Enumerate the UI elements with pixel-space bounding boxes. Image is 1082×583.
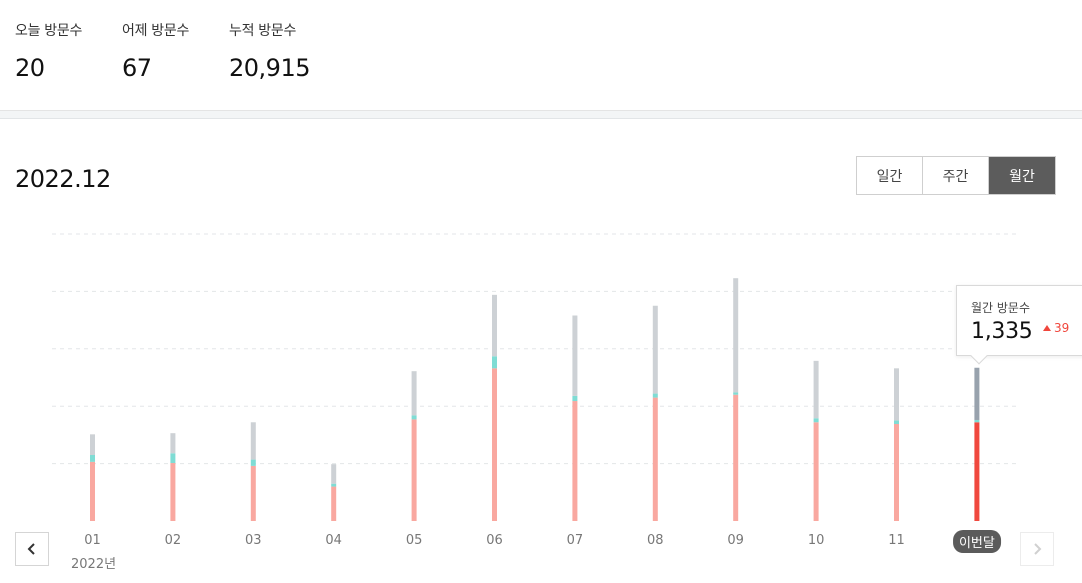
bar-segment-06-s2[interactable] [492, 294, 497, 357]
bar-segment-05-s2[interactable] [411, 371, 417, 416]
today-visits: 오늘 방문수 20 [15, 20, 82, 82]
x-tick-label-04: 04 [325, 533, 342, 548]
bar-segment-07-s2[interactable] [572, 315, 578, 396]
tooltip-delta-value: 39 [1054, 321, 1070, 335]
total-visits-label: 누적 방문수 [229, 23, 297, 39]
bar-segment-08-s2[interactable] [652, 305, 658, 394]
bar-segment-03-s2[interactable] [250, 422, 256, 460]
section-divider [0, 111, 1082, 119]
today-visits-label: 오늘 방문수 [15, 23, 83, 39]
x-tick-label-10: 10 [807, 533, 825, 548]
tooltip-value: 1,335 [971, 319, 1033, 344]
chevron-left-icon [27, 543, 35, 555]
bar-segment-01-s2[interactable] [90, 434, 95, 455]
chevron-right-icon [1034, 543, 1042, 555]
bar-segment-06-s0[interactable] [492, 368, 497, 521]
yesterday-visits-label: 어제 방문수 [122, 23, 190, 39]
bar-segment-04-s2[interactable] [331, 464, 337, 484]
bar-segment-10-s1[interactable] [813, 418, 819, 423]
monthly-visits-tooltip: 월간 방문수 1,335 39 [956, 285, 1082, 365]
bar-segment-09-s1[interactable] [733, 392, 739, 395]
toggle-weekly-button[interactable]: 주간 [923, 157, 989, 194]
bar-segment-이번달-s1[interactable] [974, 419, 980, 423]
yesterday-visits-value: 67 [122, 54, 152, 82]
x-tick-label-01: 01 [84, 533, 101, 548]
bar-segment-08-s1[interactable] [652, 393, 658, 398]
bar-segment-이번달-s2[interactable] [974, 367, 980, 420]
bar-segment-05-s1[interactable] [411, 415, 417, 420]
bar-segment-04-s0[interactable] [331, 486, 337, 521]
next-period-button[interactable] [1020, 532, 1054, 566]
bar-segment-08-s0[interactable] [652, 397, 658, 521]
x-tick-label-current-month[interactable]: 이번달 [952, 530, 1001, 553]
bar-segment-01-s1[interactable] [90, 454, 95, 462]
bar-segment-03-s0[interactable] [250, 465, 256, 521]
period-toggle: 일간 주간 월간 [856, 156, 1056, 195]
tooltip-title: 월간 방문수 [971, 301, 1031, 315]
x-tick-label-02: 02 [164, 533, 182, 548]
x-tick-label-11: 11 [888, 533, 905, 548]
today-visits-value: 20 [15, 54, 45, 82]
bar-segment-04-s1[interactable] [331, 483, 337, 487]
x-tick-label-08: 08 [647, 533, 664, 548]
bar-segment-01-s0[interactable] [90, 461, 95, 521]
bar-segment-10-s0[interactable] [813, 422, 819, 521]
chart-grid [52, 233, 1016, 465]
period-title: 2022.12 [15, 165, 111, 193]
x-axis-year-label: 2022년 [71, 557, 117, 572]
toggle-daily-button[interactable]: 일간 [857, 157, 923, 194]
bar-segment-11-s2[interactable] [894, 368, 899, 421]
bar-segment-02-s1[interactable] [170, 453, 176, 464]
total-visits-value: 20,915 [229, 54, 310, 82]
toggle-monthly-button[interactable]: 월간 [989, 157, 1055, 194]
bar-segment-07-s1[interactable] [572, 395, 578, 402]
previous-period-button[interactable] [15, 532, 49, 566]
visit-stats-panel: 오늘 방문수 20 어제 방문수 67 누적 방문수 20,915 [0, 0, 1082, 111]
x-tick-label-05: 05 [405, 533, 423, 548]
bar-segment-11-s1[interactable] [894, 420, 899, 424]
tooltip-delta: 39 [1043, 321, 1069, 335]
bar-segment-05-s0[interactable] [411, 419, 417, 521]
bar-segment-02-s0[interactable] [170, 463, 176, 521]
x-tick-label-09: 09 [727, 533, 744, 548]
bar-segment-09-s2[interactable] [733, 278, 739, 393]
bar-segment-이번달-s0[interactable] [974, 422, 980, 521]
x-tick-label-03: 03 [245, 533, 262, 548]
bar-segment-07-s0[interactable] [572, 401, 578, 521]
x-tick-label-06: 06 [486, 533, 503, 548]
x-tick-label-07: 07 [566, 533, 584, 548]
bar-segment-02-s2[interactable] [170, 433, 176, 454]
bar-segment-09-s0[interactable] [733, 394, 739, 521]
bar-segment-11-s0[interactable] [894, 423, 899, 521]
bar-segment-03-s1[interactable] [250, 459, 256, 466]
bar-segment-10-s2[interactable] [813, 360, 819, 419]
increase-arrow-icon [1043, 325, 1051, 331]
total-visits: 누적 방문수 20,915 [229, 20, 310, 82]
chart-bars [90, 278, 980, 521]
bar-segment-06-s1[interactable] [492, 356, 497, 369]
yesterday-visits: 어제 방문수 67 [122, 20, 189, 82]
